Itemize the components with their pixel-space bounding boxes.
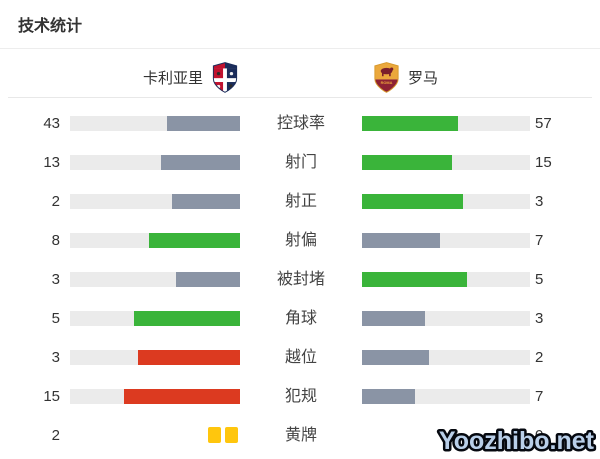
- home-value: 13: [43, 154, 60, 171]
- away-bar-fill: [362, 272, 467, 287]
- home-bar-track: [70, 155, 240, 170]
- stat-label: 犯规: [284, 388, 317, 405]
- home-value: 2: [51, 427, 60, 444]
- away-bar-fill: [362, 350, 430, 365]
- away-value: 3: [535, 310, 544, 327]
- stat-label: 控球率: [276, 115, 325, 132]
- away-bar-track: [362, 350, 530, 365]
- stat-row: 43 控球率 57: [0, 104, 600, 143]
- away-bar-track: [362, 272, 530, 287]
- home-value: 15: [43, 388, 60, 405]
- roma-crest-icon: ROMA: [374, 61, 399, 93]
- home-bar-fill: [133, 311, 240, 326]
- away-value: 7: [535, 232, 544, 249]
- home-team-name: 卡利亚里: [143, 69, 204, 87]
- away-bar-fill: [362, 116, 458, 131]
- away-bar-track: [362, 155, 530, 170]
- home-bar-track: [70, 311, 240, 326]
- home-bar-fill: [124, 389, 240, 404]
- home-bar-fill: [161, 155, 240, 170]
- home-bar-track: [70, 272, 240, 287]
- watermark: Yoozhibo.net: [436, 425, 597, 458]
- stat-label: 射偏: [284, 232, 317, 249]
- home-bar-track: [70, 116, 240, 131]
- home-bar-track: [70, 389, 240, 404]
- away-value: 5: [535, 271, 544, 288]
- home-value: 5: [51, 310, 60, 327]
- away-bar-fill: [362, 389, 416, 404]
- home-bar-track: [70, 194, 240, 209]
- home-bar-track: [70, 427, 240, 443]
- away-bar-track: [362, 389, 530, 404]
- stat-row: 13 射门 15: [0, 143, 600, 182]
- home-bar-track: [70, 233, 240, 248]
- stat-row: 3 被封堵 5: [0, 260, 600, 299]
- stat-label: 被封堵: [276, 271, 325, 288]
- home-value: 8: [51, 232, 60, 249]
- stat-row: 5 角球 3: [0, 299, 600, 338]
- home-bar-fill: [166, 116, 240, 131]
- stat-label: 射正: [284, 193, 317, 210]
- stat-row: 8 射偏 7: [0, 221, 600, 260]
- title-divider: [0, 48, 600, 49]
- away-bar-fill: [362, 311, 425, 326]
- away-team-header: ROMA 罗马: [373, 60, 438, 94]
- away-value: 57: [535, 115, 552, 132]
- away-bar-fill: [362, 155, 452, 170]
- stat-row: 2 射正 3: [0, 182, 600, 221]
- svg-text:ROMA: ROMA: [381, 79, 393, 84]
- away-value: 2: [535, 349, 544, 366]
- home-team-header: 卡利亚里: [143, 60, 238, 94]
- stat-label: 黄牌: [284, 427, 317, 444]
- away-team-name: 罗马: [408, 69, 439, 87]
- home-value: 2: [51, 193, 60, 210]
- away-value: 0: [535, 427, 544, 444]
- yellow-card-icon: [225, 427, 238, 443]
- stat-label: 角球: [284, 310, 317, 327]
- away-value: 7: [535, 388, 544, 405]
- away-bar-fill: [362, 194, 463, 209]
- page-title: 技术统计: [18, 18, 83, 35]
- yellow-card-icon: [208, 427, 221, 443]
- away-bar-track: [362, 194, 530, 209]
- away-value: 15: [535, 154, 552, 171]
- svg-text:Yoozhibo.net: Yoozhibo.net: [439, 427, 595, 455]
- away-bar-fill: [362, 233, 441, 248]
- home-bar-fill: [172, 194, 240, 209]
- stat-label: 射门: [284, 154, 317, 171]
- stat-row: 3 越位 2: [0, 338, 600, 377]
- header-divider: [8, 97, 592, 98]
- away-bar-track: [362, 311, 530, 326]
- home-bar-fill: [176, 272, 240, 287]
- stat-row: 2 黄牌 0: [0, 416, 600, 455]
- home-cards: [208, 427, 238, 443]
- away-bar-track: [362, 116, 530, 131]
- stats-list: 43 控球率 57 13 射门 15 2 射正 3 8 射偏 7 3 被封堵 5 5 角球 3 3 越位 2 15 犯规 7 2…: [0, 104, 600, 455]
- home-bar-fill: [138, 350, 240, 365]
- home-bar-track: [70, 350, 240, 365]
- stat-row: 15 犯规 7: [0, 377, 600, 416]
- home-value: 43: [43, 115, 60, 132]
- cagliari-crest-icon: [212, 61, 238, 93]
- home-bar-fill: [149, 233, 240, 248]
- home-value: 3: [51, 271, 60, 288]
- home-value: 3: [51, 349, 60, 366]
- stat-label: 越位: [284, 349, 317, 366]
- away-bar-track: [362, 233, 530, 248]
- away-value: 3: [535, 193, 544, 210]
